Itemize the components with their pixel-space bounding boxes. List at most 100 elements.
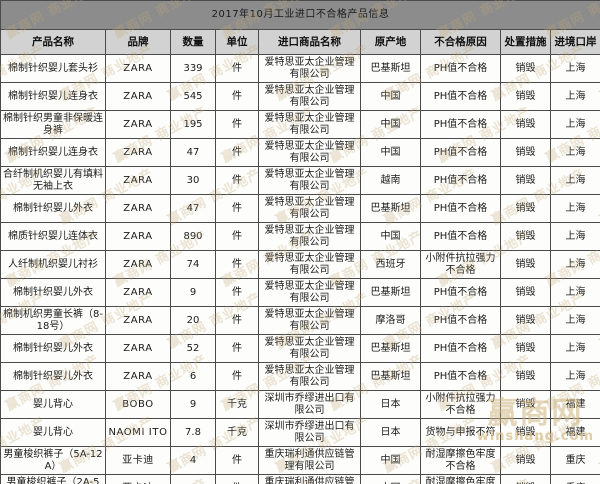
table-row: 棉制针织婴儿外衣 ZARA 6 件爱特思亚太企业管理有限公司 巴基斯坦 PH值不合格 销毁上…: [0, 362, 600, 391]
cell-reason: PH值不合格: [420, 334, 501, 363]
cell-origin: 巴基斯坦: [360, 334, 421, 363]
cell-origin: 日本: [360, 390, 421, 419]
cell-origin: 摩洛哥: [360, 306, 421, 335]
cell-quantity: 9: [170, 390, 216, 419]
cell-quantity: 20: [170, 306, 216, 335]
column-header-action: 处置措施: [500, 29, 551, 55]
cell-quantity: 6: [170, 362, 216, 391]
cell-origin: 日本: [360, 418, 421, 447]
cell-origin: 巴基斯坦: [360, 278, 421, 307]
cell-unit: 千克: [215, 418, 259, 447]
cell-unit: 件: [215, 334, 259, 363]
cell-importer: 爱特思亚太企业管理有限公司: [258, 54, 361, 83]
cell-port: 上海: [549, 138, 600, 167]
cell-product-name: 棉制针织婴儿外衣: [0, 194, 106, 223]
cell-importer: 重庆瑞利通供应链管理有限公司: [258, 446, 361, 475]
table-row: 棉制针织婴儿外衣 ZARA 47 件爱特思亚太企业管理有限公司 巴基斯坦 PH值不合格 销毁…: [0, 194, 600, 223]
cell-action: 销毁: [500, 334, 551, 363]
cell-brand: BOBO: [105, 390, 171, 419]
column-header-product-name: 产品名称: [0, 29, 106, 55]
cell-port: 上海: [549, 250, 600, 279]
cell-reason: PH值不合格: [420, 306, 501, 335]
column-header-port: 进境口岸: [549, 29, 600, 55]
cell-product-name: 棉制针织婴儿外衣: [0, 278, 106, 307]
cell-product-name: 人纤制机织婴儿衬衫: [0, 250, 106, 279]
cell-brand: ZARA: [105, 334, 171, 363]
cell-product-name: 棉制针织婴儿连身衣: [0, 82, 106, 111]
table-row: 棉制针织婴儿套头衫 ZARA 339 件爱特思亚太企业管理有限公司 巴基斯坦 PH值不合格…: [0, 54, 600, 83]
cell-importer: 爱特思亚太企业管理有限公司: [258, 362, 361, 391]
cell-product-name: 棉制针织男童非保暖连身裤: [0, 110, 106, 139]
cell-reason: PH值不合格: [420, 362, 501, 391]
cell-quantity: 7.8: [170, 418, 216, 447]
cell-origin: 中国: [360, 138, 421, 167]
cell-action: 销毁: [500, 250, 551, 279]
cell-importer: 爱特思亚太企业管理有限公司: [258, 250, 361, 279]
column-header-importer: 进口商品名称: [258, 29, 361, 55]
cell-brand: 亚卡迪: [105, 474, 171, 484]
cell-product-name: 棉制针织婴儿外衣: [0, 334, 106, 363]
cell-unit: 件: [215, 54, 259, 83]
cell-quantity: 4: [170, 446, 216, 475]
cell-action: 销毁: [500, 418, 551, 447]
cell-quantity: 47: [170, 194, 216, 223]
column-header-brand: 品牌: [105, 29, 171, 55]
cell-unit: 件: [215, 306, 259, 335]
cell-port: 上海: [549, 110, 600, 139]
table-row: 人纤制机织婴儿衬衫 ZARA 74 件爱特思亚太企业管理有限公司 西班牙 小附件抗拉强力不…: [0, 250, 600, 279]
cell-importer: 爱特思亚太企业管理有限公司: [258, 110, 361, 139]
cell-action: 销毁: [500, 110, 551, 139]
cell-brand: ZARA: [105, 278, 171, 307]
column-header-unit: 单位: [215, 29, 259, 55]
cell-origin: 越南: [360, 166, 421, 195]
cell-reason: PH值不合格: [420, 110, 501, 139]
cell-importer: 重庆瑞利通供应链管理有限公司: [258, 474, 361, 484]
cell-action: 销毁: [500, 390, 551, 419]
cell-port: 福建: [549, 390, 600, 419]
cell-reason: PH值不合格: [420, 138, 501, 167]
column-header-reason: 不合格原因: [420, 29, 501, 55]
cell-unit: 件: [215, 278, 259, 307]
page-title: 2017年10月工业进口不合格产品信息: [0, 0, 600, 30]
cell-product-name: 棉制针织婴儿连身衣: [0, 138, 106, 167]
cell-product-name: 婴儿背心: [0, 418, 106, 447]
cell-brand: ZARA: [105, 138, 171, 167]
cell-unit: 件: [215, 138, 259, 167]
table-row: 男童梭织裤子（5A-12A） 亚卡迪 4 件重庆瑞利通供应链管理有限公司 中国 耐湿摩擦色…: [0, 446, 600, 475]
cell-importer: 爱特思亚太企业管理有限公司: [258, 334, 361, 363]
cell-importer: 爱特思亚太企业管理有限公司: [258, 166, 361, 195]
cell-action: 销毁: [500, 362, 551, 391]
cell-brand: ZARA: [105, 250, 171, 279]
cell-unit: 件: [215, 474, 259, 484]
cell-reason: PH值不合格: [420, 278, 501, 307]
cell-importer: 爱特思亚太企业管理有限公司: [258, 278, 361, 307]
cell-quantity: 545: [170, 82, 216, 111]
cell-importer: 爱特思亚太企业管理有限公司: [258, 138, 361, 167]
cell-unit: 件: [215, 446, 259, 475]
cell-quantity: 195: [170, 110, 216, 139]
column-header-row: 产品名称 品牌 数量 单位 进口商品名称 原产地 不合格原因 处置措施 进境口岸: [0, 29, 600, 55]
cell-port: 上海: [549, 362, 600, 391]
cell-brand: ZARA: [105, 54, 171, 83]
cell-importer: 爱特思亚太企业管理有限公司: [258, 306, 361, 335]
cell-unit: 件: [215, 166, 259, 195]
cell-origin: 中国: [360, 82, 421, 111]
cell-action: 销毁: [500, 82, 551, 111]
cell-port: 上海: [549, 54, 600, 83]
cell-brand: ZARA: [105, 306, 171, 335]
cell-port: 上海: [549, 334, 600, 363]
cell-unit: 件: [215, 82, 259, 111]
cell-origin: 巴基斯坦: [360, 54, 421, 83]
cell-reason: 小附件抗拉强力不合格: [420, 250, 501, 279]
table-row: 棉制针织婴儿连身衣 ZARA 545 件爱特思亚太企业管理有限公司 中国 PH值不合格 销毁…: [0, 82, 600, 111]
cell-action: 销毁: [500, 474, 551, 484]
table-row: 棉制针织婴儿外衣 ZARA 52 件爱特思亚太企业管理有限公司 巴基斯坦 PH值不合格 销毁…: [0, 334, 600, 363]
table-row: 棉质针织婴儿连体衣 ZARA 890 件爱特思亚太企业管理有限公司 中国 PH值不合格 销毁…: [0, 222, 600, 251]
cell-action: 销毁: [500, 138, 551, 167]
cell-reason: 小附件抗拉强力不合格: [420, 390, 501, 419]
cell-action: 销毁: [500, 166, 551, 195]
cell-importer: 爱特思亚太企业管理有限公司: [258, 222, 361, 251]
cell-port: 上海: [549, 306, 600, 335]
cell-origin: 西班牙: [360, 250, 421, 279]
